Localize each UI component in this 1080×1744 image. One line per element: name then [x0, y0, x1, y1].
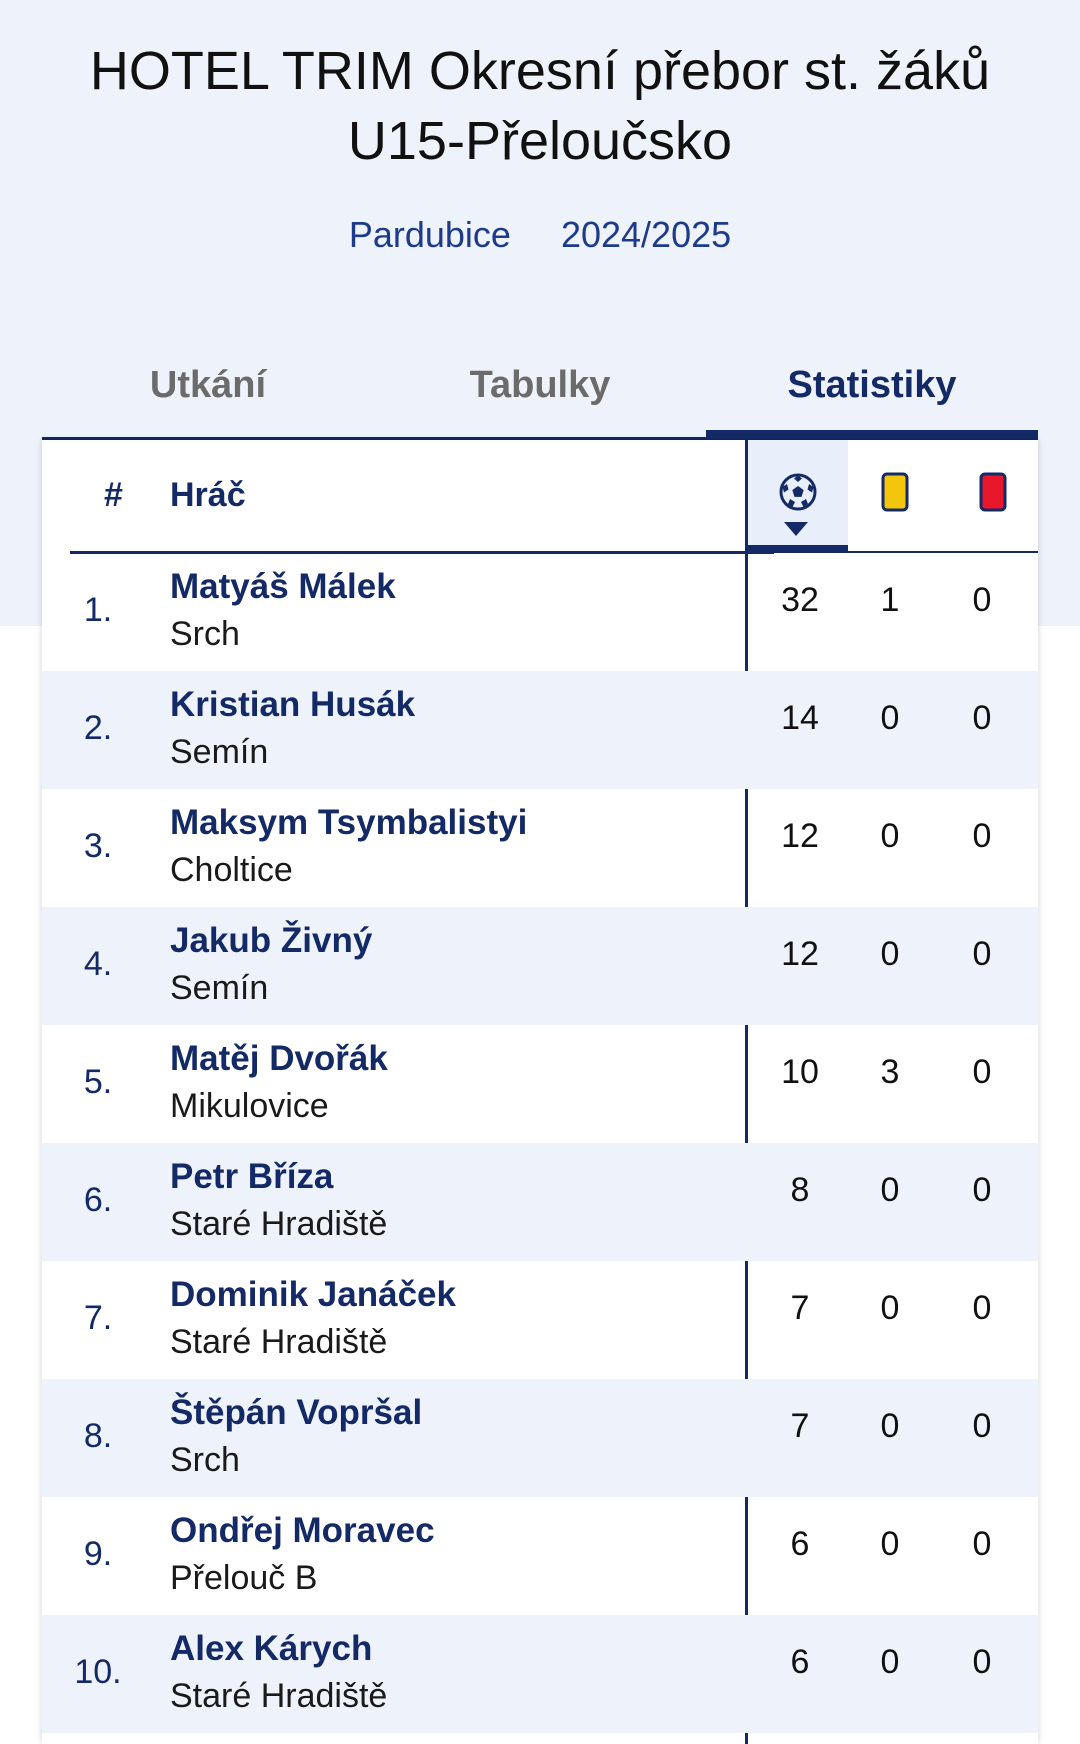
goals-value: 14: [781, 699, 819, 737]
rank: 8.: [83, 1417, 113, 1455]
rank: 9.: [83, 1535, 113, 1573]
rank: 5.: [83, 1063, 113, 1101]
sort-descending-icon[interactable]: [782, 520, 810, 538]
goals-value: 8: [790, 1171, 810, 1209]
yellow-cards-value: 1: [880, 581, 900, 619]
table-header: # Hráč: [42, 440, 1038, 554]
player-name[interactable]: Dominik Janáček: [170, 1275, 456, 1314]
club-name: Srch: [170, 615, 240, 653]
goals-value: 32: [781, 581, 819, 619]
club-name: Mikulovice: [170, 1087, 329, 1125]
goals-value: 12: [781, 935, 819, 973]
player-name[interactable]: Alex Kárych: [170, 1629, 373, 1668]
goals-value: 7: [790, 1289, 810, 1327]
rank: 3.: [83, 827, 113, 865]
club-name: Srch: [170, 1441, 240, 1479]
header-divider: [70, 551, 774, 554]
tab-matches[interactable]: Utkání: [149, 364, 267, 406]
red-cards-value: 0: [972, 817, 992, 855]
table-row[interactable]: 10. Alex Kárych Staré Hradiště 6 0 0: [42, 1615, 1038, 1733]
red-cards-value: 0: [972, 1643, 992, 1681]
season-label: 2024/2025: [560, 214, 732, 255]
column-divider: [745, 440, 748, 1744]
tab-tables[interactable]: Tabulky: [469, 364, 611, 406]
red-cards-value: 0: [972, 1289, 992, 1327]
table-row[interactable]: 5. Matěj Dvořák Mikulovice 10 3 0: [42, 1025, 1038, 1143]
club-name: Přelouč B: [170, 1559, 318, 1597]
tab-statistics[interactable]: Statistiky: [706, 356, 1038, 440]
rank: 1.: [83, 591, 113, 629]
yellow-cards-value: 0: [880, 935, 900, 973]
yellow-cards-value: 3: [880, 1053, 900, 1091]
table-body: 1. Matyáš Málek Srch 32 1 0 2. Kristian …: [42, 553, 1038, 1733]
table-row[interactable]: 4. Jakub Živný Semín 12 0 0: [42, 907, 1038, 1025]
red-cards-value: 0: [972, 581, 992, 619]
yellow-card-icon[interactable]: [881, 472, 909, 512]
competition-meta: Pardubice 2024/2025: [0, 214, 1080, 256]
table-row[interactable]: 8. Štěpán Vopršal Srch 7 0 0: [42, 1379, 1038, 1497]
red-cards-value: 0: [972, 1407, 992, 1445]
table-row[interactable]: 2. Kristian Husák Semín 14 0 0: [42, 671, 1038, 789]
red-cards-value: 0: [972, 1053, 992, 1091]
red-cards-value: 0: [972, 1171, 992, 1209]
club-name: Staré Hradiště: [170, 1677, 388, 1715]
goals-value: 12: [781, 817, 819, 855]
goals-value: 6: [790, 1525, 810, 1563]
player-name[interactable]: Jakub Živný: [170, 921, 373, 960]
red-cards-value: 0: [972, 699, 992, 737]
player-name[interactable]: Štěpán Vopršal: [170, 1393, 423, 1432]
competition-title: HOTEL TRIM Okresní přebor st. žáků U15-P…: [40, 36, 1040, 176]
player-name[interactable]: Ondřej Moravec: [170, 1511, 435, 1550]
rank-column-header: #: [104, 476, 123, 514]
table-row[interactable]: 3. Maksym Tsymbalistyi Choltice 12 0 0: [42, 789, 1038, 907]
region-label: Pardubice: [348, 214, 511, 255]
red-card-icon[interactable]: [979, 472, 1007, 512]
yellow-cards-value: 0: [880, 1525, 900, 1563]
player-name[interactable]: Kristian Husák: [170, 685, 416, 724]
club-name: Semín: [170, 969, 269, 1007]
rank: 7.: [83, 1299, 113, 1337]
soccer-ball-icon[interactable]: [778, 472, 818, 512]
player-name[interactable]: Maksym Tsymbalistyi: [170, 803, 528, 842]
table-row[interactable]: 9. Ondřej Moravec Přelouč B 6 0 0: [42, 1497, 1038, 1615]
yellow-cards-value: 0: [880, 1171, 900, 1209]
yellow-cards-value: 0: [880, 699, 900, 737]
yellow-cards-value: 0: [880, 1407, 900, 1445]
club-name: Semín: [170, 733, 269, 771]
goals-value: 7: [790, 1407, 810, 1445]
title-line-1: HOTEL TRIM Okresní přebor st. žáků: [89, 41, 991, 101]
tab-bar: Utkání Tabulky Statistiky: [42, 356, 1038, 440]
rank: 10.: [74, 1653, 122, 1691]
goals-value: 6: [790, 1643, 810, 1681]
yellow-cards-value: 0: [880, 817, 900, 855]
club-name: Staré Hradiště: [170, 1323, 388, 1361]
rank: 2.: [83, 709, 113, 747]
goals-value: 10: [781, 1053, 819, 1091]
player-column-header: Hráč: [170, 476, 246, 514]
stats-table: # Hráč 1. Matyáš Málek Srch 32: [42, 440, 1038, 1744]
rank: 6.: [83, 1181, 113, 1219]
yellow-cards-value: 0: [880, 1289, 900, 1327]
player-name[interactable]: Matyáš Málek: [170, 567, 396, 606]
yellow-cards-value: 0: [880, 1643, 900, 1681]
table-row[interactable]: 7. Dominik Janáček Staré Hradiště 7 0 0: [42, 1261, 1038, 1379]
title-line-2: U15-Přeloučsko: [347, 111, 733, 171]
club-name: Staré Hradiště: [170, 1205, 388, 1243]
player-name[interactable]: Matěj Dvořák: [170, 1039, 388, 1078]
table-row[interactable]: 1. Matyáš Málek Srch 32 1 0: [42, 553, 1038, 671]
table-row[interactable]: 6. Petr Bříza Staré Hradiště 8 0 0: [42, 1143, 1038, 1261]
player-name[interactable]: Petr Bříza: [170, 1157, 334, 1196]
red-cards-value: 0: [972, 935, 992, 973]
club-name: Choltice: [170, 851, 293, 889]
header-divider-right: [848, 551, 1038, 553]
red-cards-value: 0: [972, 1525, 992, 1563]
rank: 4.: [83, 945, 113, 983]
